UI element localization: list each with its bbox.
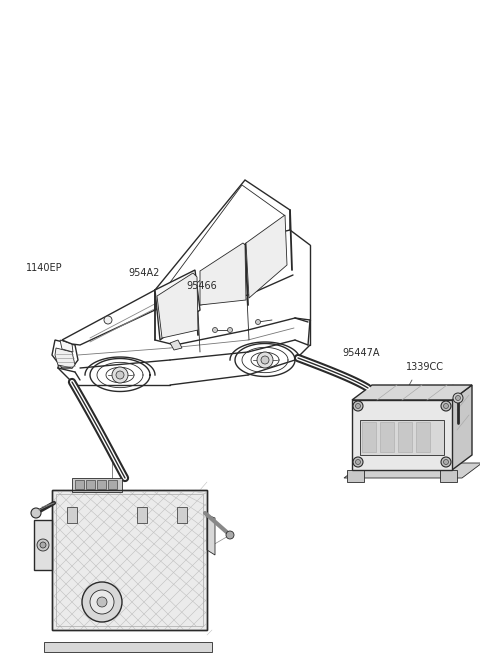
Circle shape [37,539,49,551]
Circle shape [353,457,363,467]
Circle shape [226,531,234,539]
Circle shape [456,396,460,401]
Circle shape [97,597,107,607]
Polygon shape [207,515,215,555]
Circle shape [453,393,463,403]
Circle shape [441,401,451,411]
Text: 95466: 95466 [186,281,217,291]
Bar [398,422,412,452]
Polygon shape [246,215,287,298]
Bar [75,480,84,489]
Text: 95447A: 95447A [342,348,380,359]
Circle shape [213,327,217,332]
Polygon shape [352,385,472,400]
Bar [362,422,376,452]
Circle shape [40,542,46,548]
Polygon shape [44,642,212,652]
Circle shape [255,319,261,325]
Bar [52,490,207,630]
Polygon shape [157,273,198,338]
Bar [360,420,444,455]
Polygon shape [55,348,75,368]
Circle shape [444,403,448,409]
Bar [352,400,452,470]
Circle shape [441,457,451,467]
Text: 1339CC: 1339CC [406,361,444,372]
Polygon shape [347,470,364,482]
Bar [177,507,187,523]
Bar [108,480,117,489]
Polygon shape [155,180,290,310]
Bar [56,494,203,626]
Circle shape [444,459,448,464]
Bar [380,422,394,452]
Polygon shape [60,340,73,352]
Polygon shape [62,290,175,345]
Circle shape [112,367,128,383]
Circle shape [82,582,122,622]
Polygon shape [440,470,457,482]
Circle shape [257,352,273,368]
Polygon shape [170,340,182,350]
Text: 1140EP: 1140EP [26,263,63,273]
Bar [137,507,147,523]
Polygon shape [52,340,78,368]
Polygon shape [160,185,285,313]
Circle shape [353,401,363,411]
Circle shape [90,590,114,614]
Text: 954A2: 954A2 [129,267,160,278]
Polygon shape [452,385,472,470]
Polygon shape [155,270,200,340]
Bar [86,480,95,489]
Bar [72,478,122,492]
Bar [97,480,106,489]
Bar [67,507,77,523]
Circle shape [356,403,360,409]
Circle shape [356,459,360,464]
Circle shape [104,316,112,324]
Polygon shape [200,243,246,305]
Polygon shape [34,520,52,570]
Bar [52,490,207,630]
Polygon shape [344,463,480,478]
Bar [416,422,430,452]
Circle shape [261,356,269,364]
Circle shape [31,508,41,518]
Circle shape [116,371,124,379]
Circle shape [228,327,232,332]
